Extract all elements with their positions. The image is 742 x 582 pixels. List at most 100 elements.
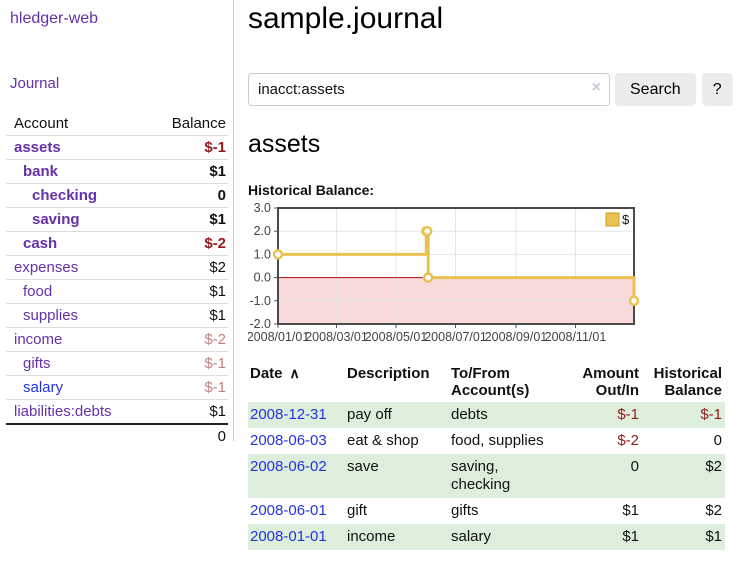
column-header-amount[interactable]: Amount Out/In [582,365,639,399]
account-heading: assets [248,130,321,158]
transaction-accounts: debts [451,406,488,423]
app-title-link[interactable]: hledger-web [10,10,99,27]
account-row: saving $1 [6,207,228,232]
account-balance: $-1 [150,135,228,160]
account-link[interactable]: liabilities:debts [14,403,112,420]
account-link[interactable]: assets [14,139,61,156]
accounts-table: Account Balance assets $-1 bank $1 checking 0… [6,112,228,448]
account-row: liabilities:debts $1 [6,399,228,424]
account-balance: $1 [150,207,228,232]
transaction-accounts: food, supplies [451,432,544,449]
account-row: supplies $1 [6,303,228,328]
register-row: 2008-12-31 pay off debts $-1 $-1 [248,402,725,428]
svg-text:2008/09/01: 2008/09/01 [485,330,548,344]
svg-text:1.0: 1.0 [254,247,271,261]
accounts-header-row: Account Balance [6,112,228,136]
svg-text:-1.0: -1.0 [249,294,271,308]
account-row: food $1 [6,279,228,304]
account-row: income $-2 [6,327,228,352]
account-link[interactable]: saving [32,211,80,228]
transaction-accounts: saving, checking [451,458,511,493]
transaction-amount: $1 [622,502,639,519]
help-button[interactable]: ? [701,73,733,106]
transaction-date-cell: 2008-06-02 [248,454,345,498]
clear-search-icon[interactable]: × [591,79,601,96]
transaction-description: save [347,458,379,475]
account-balance: $1 [150,399,228,424]
transaction-description: gift [347,502,368,519]
account-link[interactable]: gifts [23,355,51,372]
accounts-total-row: 0 [6,423,228,448]
account-balance: $-1 [150,351,228,376]
transaction-date-link[interactable]: 2008-06-01 [250,502,327,519]
date-header-label: Date [250,365,283,382]
column-header-accounts[interactable]: To/From Account(s) [451,365,530,399]
transaction-accounts: salary [451,528,492,545]
account-balance: $1 [150,159,228,184]
main-content: sample.journal × Search ? assets Histori… [234,0,742,550]
transaction-date-cell: 2008-01-01 [248,524,345,550]
register-row: 2008-06-03 eat & shop food, supplies $-2 0 [248,428,725,454]
column-header-date[interactable]: Date ∧ [248,363,345,402]
transaction-date-link[interactable]: 2008-01-01 [250,528,327,545]
transaction-date-link[interactable]: 2008-12-31 [250,406,327,423]
account-row: expenses $2 [6,255,228,280]
register-row: 2008-06-01 gift gifts $1 $2 [248,498,725,524]
register-body: 2008-12-31 pay off debts $-1 $-1 2008-06-03 ea… [248,402,725,550]
page-title: sample.journal [248,2,444,35]
transaction-description: eat & shop [347,432,419,449]
account-balance: $-2 [150,231,228,256]
search-bar: × Search ? [248,73,742,106]
sidebar: hledger-web Journal Account Balance asse… [0,0,234,448]
search-input[interactable] [248,73,610,106]
account-row: gifts $-1 [6,351,228,376]
account-balance: 0 [150,183,228,208]
svg-text:2.0: 2.0 [254,224,271,238]
account-row: cash $-2 [6,231,228,256]
transaction-historical-balance: $-1 [700,406,722,423]
balance-column-header: Balance [171,115,226,132]
account-balance: $2 [150,255,228,280]
balance-chart-svg: 3.0 2.0 1.0 0.0 -1.0 -2.02008/01/012008/03/01… [248,202,640,344]
account-link[interactable]: income [14,331,63,348]
account-link[interactable]: supplies [23,307,79,324]
accounts-column-header: Account [14,115,69,132]
svg-text:2008/03/01: 2008/03/01 [305,330,368,344]
account-link[interactable]: food [23,283,53,300]
transaction-amount: 0 [630,458,639,475]
account-row: assets $-1 [6,135,228,160]
transaction-date-cell: 2008-06-01 [248,498,345,524]
transaction-date-cell: 2008-12-31 [248,402,345,428]
svg-text:2008/11/01: 2008/11/01 [545,330,607,344]
register-row: 2008-01-01 income salary $1 $1 [248,524,725,550]
account-link[interactable]: salary [23,379,64,396]
transaction-amount: $-1 [617,406,639,423]
svg-text:0.0: 0.0 [254,271,271,285]
accounts-body: assets $-1 bank $1 checking 0 saving $1 cash $-2 e… [6,135,228,424]
journal-nav-link[interactable]: Journal [10,75,60,92]
column-header-description[interactable]: Description [347,365,430,382]
transaction-description: income [347,528,396,545]
svg-text:-2.0: -2.0 [249,317,271,331]
account-link[interactable]: cash [23,235,58,252]
account-link[interactable]: expenses [14,259,79,276]
transaction-historical-balance: 0 [713,432,722,449]
transaction-date-cell: 2008-06-03 [248,428,345,454]
app-root: hledger-web Journal Account Balance asse… [0,0,742,550]
transaction-date-link[interactable]: 2008-06-02 [250,458,327,475]
register-header-row: Date ∧ Description To/From Account(s) Amo… [248,363,725,402]
search-button[interactable]: Search [615,73,696,106]
transaction-historical-balance: $1 [705,528,722,545]
svg-text:2008/07/01: 2008/07/01 [424,330,487,344]
account-balance: $1 [150,303,228,328]
svg-text:2008/05/01: 2008/05/01 [365,330,428,344]
transaction-date-link[interactable]: 2008-06-03 [250,432,327,449]
transaction-accounts: gifts [451,502,479,519]
account-link[interactable]: checking [32,187,98,204]
svg-text:3.0: 3.0 [254,202,271,215]
accounts-total-balance: 0 [6,423,228,448]
account-link[interactable]: bank [23,163,59,180]
column-header-balance[interactable]: Historical Balance [653,365,722,399]
legend-label: $ [622,212,630,227]
svg-text:2008/01/01: 2008/01/01 [248,330,309,344]
